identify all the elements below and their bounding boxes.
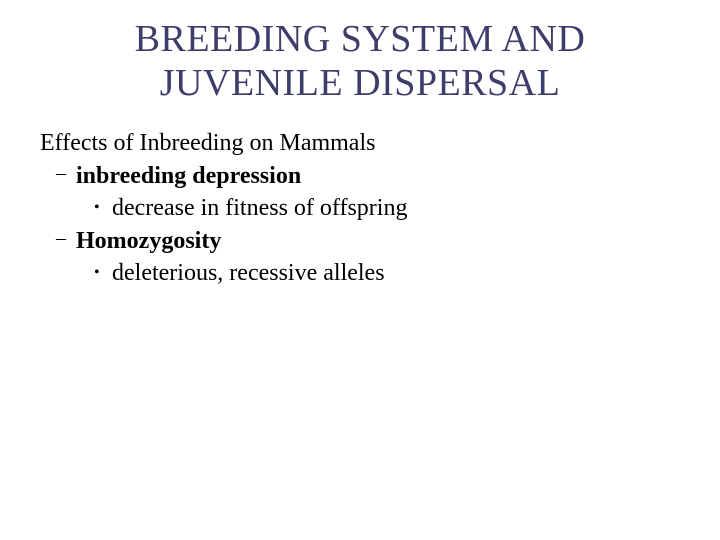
sublist-item: deleterious, recessive alleles bbox=[112, 257, 680, 289]
list-item-label: inbreeding depression bbox=[76, 163, 301, 189]
slide-container: BREEDING SYSTEM AND JUVENILE DISPERSAL E… bbox=[0, 0, 720, 540]
list-item: inbreeding depression bbox=[76, 160, 680, 192]
sublist-item-label: deleterious, recessive alleles bbox=[112, 260, 385, 286]
sublist-item-label: decrease in fitness of offspring bbox=[112, 195, 407, 221]
list-item: Homozygosity bbox=[76, 225, 680, 257]
list-item-label: Homozygosity bbox=[76, 228, 221, 254]
sublist-item: decrease in fitness of offspring bbox=[112, 192, 680, 224]
slide-title: BREEDING SYSTEM AND JUVENILE DISPERSAL bbox=[40, 18, 680, 105]
body-heading: Effects of Inbreeding on Mammals bbox=[40, 127, 680, 159]
slide-body: Effects of Inbreeding on Mammals inbreed… bbox=[40, 127, 680, 289]
